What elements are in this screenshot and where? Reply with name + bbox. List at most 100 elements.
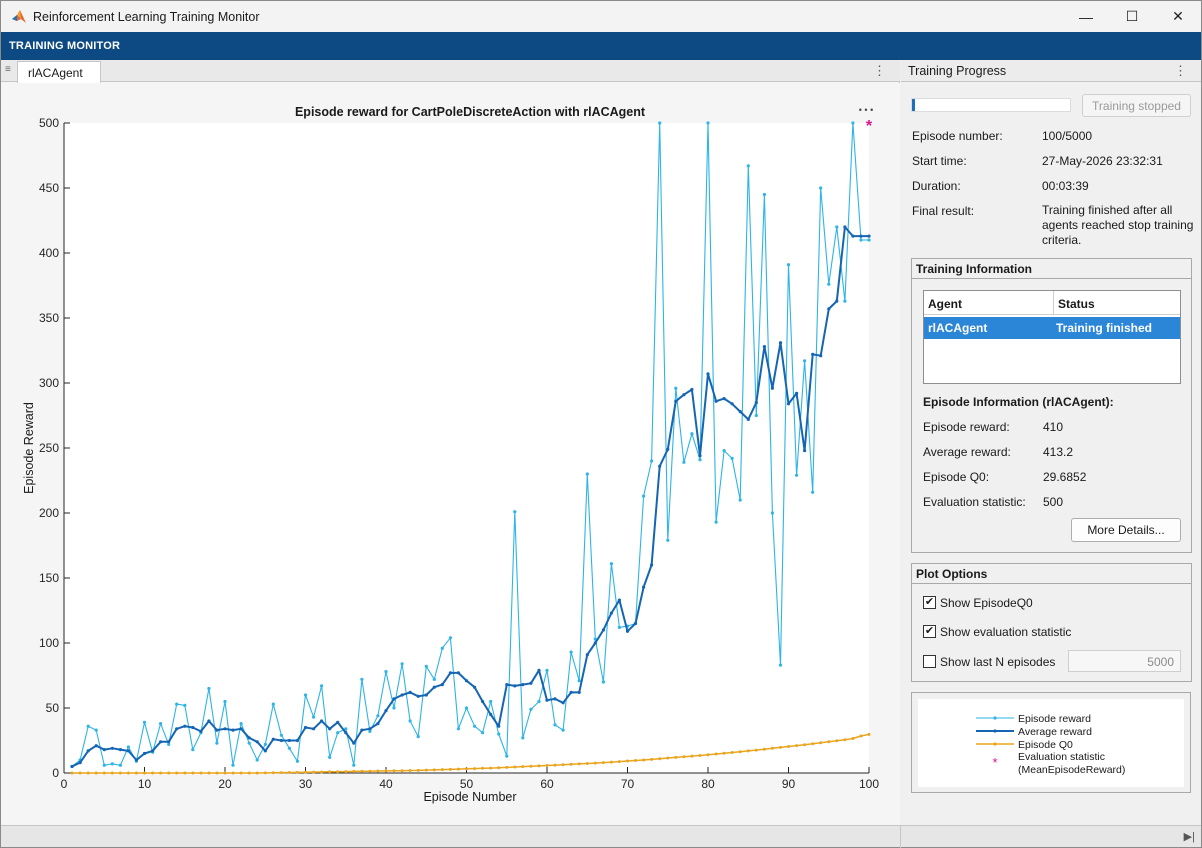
data-point-average-reward: [167, 740, 171, 744]
x-tick-label: 50: [460, 777, 474, 791]
data-point-episode-q0: [223, 771, 227, 775]
training-stopped-label: Training stopped: [1092, 98, 1181, 113]
show-eval-checkbox[interactable]: ✔: [923, 625, 936, 638]
data-point-average-reward: [102, 748, 106, 752]
data-point-episode-q0: [183, 771, 187, 775]
tab-rlacagent[interactable]: rlACAgent: [17, 61, 101, 83]
close-icon: ✕: [1172, 8, 1184, 24]
data-point-average-reward: [561, 701, 565, 705]
training-stopped-button[interactable]: Training stopped: [1082, 94, 1191, 117]
panel-menu-icon[interactable]: ⋮: [1174, 63, 1187, 78]
data-point-episode-reward: [682, 460, 686, 464]
data-point-episode-q0: [352, 769, 356, 773]
maximize-button[interactable]: ☐: [1109, 1, 1155, 32]
data-point-episode-q0: [215, 771, 219, 775]
window-controls: — ☐ ✕: [1063, 1, 1201, 32]
data-point-episode-reward: [175, 702, 179, 706]
data-point-episode-reward: [795, 473, 799, 477]
close-button[interactable]: ✕: [1155, 1, 1201, 32]
minimize-button[interactable]: —: [1063, 1, 1109, 32]
data-point-average-reward: [714, 399, 718, 403]
average-reward-label: Average reward:: [923, 445, 1011, 459]
data-point-episode-reward: [255, 758, 259, 762]
data-point-episode-reward: [714, 520, 718, 524]
x-tick-label: 60: [540, 777, 554, 791]
data-point-episode-q0: [271, 771, 275, 775]
data-point-average-reward: [666, 447, 670, 451]
data-point-average-reward: [545, 698, 549, 702]
status-column-header[interactable]: Status: [1054, 291, 1180, 315]
data-point-episode-q0: [867, 732, 871, 736]
data-point-episode-reward: [432, 677, 436, 682]
table-row[interactable]: rlACAgent Training finished: [924, 317, 1180, 339]
data-point-average-reward: [424, 693, 428, 697]
y-tick-label: 150: [39, 571, 59, 585]
data-point-episode-q0: [819, 741, 823, 745]
data-point-episode-reward: [448, 636, 452, 640]
series-line-average-reward: [71, 226, 869, 768]
data-point-episode-reward: [303, 693, 308, 697]
show-last-n-checkbox[interactable]: [923, 655, 936, 668]
data-point-episode-reward: [424, 664, 428, 669]
data-point-episode-q0: [456, 767, 460, 771]
ribbon-tab-training-monitor[interactable]: TRAINING MONITOR: [1, 32, 1201, 60]
x-tick-label: 90: [782, 777, 796, 791]
episode-q0-label: Episode Q0:: [923, 470, 990, 484]
data-point-episode-q0: [368, 769, 372, 773]
data-point-episode-q0: [416, 768, 420, 772]
training-information-title: Training Information: [912, 259, 1191, 279]
data-point-episode-reward: [320, 684, 324, 688]
tab-grip-icon[interactable]: ≡: [5, 64, 11, 75]
row-agent: rlACAgent: [928, 321, 988, 335]
eval-stat-label: Evaluation statistic:: [923, 495, 1026, 509]
data-point-average-reward: [746, 417, 750, 421]
data-point-episode-q0: [424, 768, 428, 772]
data-point-episode-q0: [304, 770, 307, 774]
chart-toolbar-icon[interactable]: • • •: [859, 105, 873, 115]
show-q0-checkbox[interactable]: ✔: [923, 596, 936, 609]
data-point-average-reward: [159, 740, 163, 744]
series-layer: *: [70, 118, 873, 775]
y-tick-label: 450: [39, 181, 59, 195]
data-point-episode-reward: [513, 510, 517, 514]
data-point-episode-reward: [239, 722, 243, 726]
data-point-average-reward: [448, 671, 452, 675]
data-point-average-reward: [464, 679, 469, 683]
data-point-average-reward: [191, 725, 195, 730]
legend-marker-episode-reward: [993, 716, 997, 720]
expand-panel-icon[interactable]: ▶|: [1183, 831, 1195, 843]
data-point-average-reward: [521, 683, 525, 687]
data-point-average-reward: [786, 402, 791, 406]
data-point-episode-q0: [239, 771, 243, 775]
data-point-average-reward: [408, 690, 412, 695]
data-point-episode-reward: [352, 763, 356, 767]
agent-status-table[interactable]: Agent Status rlACAgent Training finished: [923, 290, 1181, 384]
data-point-episode-q0: [545, 764, 549, 767]
show-q0-label[interactable]: Show EpisodeQ0: [940, 596, 1033, 610]
data-point-average-reward: [698, 454, 702, 458]
data-point-average-reward: [851, 234, 855, 238]
show-last-n-label[interactable]: Show last N episodes: [940, 655, 1056, 669]
data-point-episode-reward: [473, 724, 477, 728]
data-point-episode-q0: [754, 748, 758, 752]
data-point-average-reward: [690, 387, 694, 392]
data-point-episode-q0: [481, 766, 485, 770]
data-point-episode-q0: [497, 766, 501, 770]
data-point-episode-reward: [464, 706, 469, 710]
agent-column-header[interactable]: Agent: [924, 291, 1054, 315]
last-n-input[interactable]: 5000: [1068, 650, 1181, 672]
data-point-episode-q0: [843, 738, 847, 742]
title-bar[interactable]: Reinforcement Learning Training Monitor …: [1, 1, 1201, 32]
data-point-episode-q0: [553, 763, 557, 767]
data-point-average-reward: [215, 728, 219, 732]
data-point-episode-reward: [601, 680, 606, 684]
tab-menu-icon[interactable]: ⋮: [873, 63, 886, 78]
data-point-average-reward: [770, 386, 775, 390]
legend-label-eval-stat-line1: Evaluation statistic: [1018, 751, 1105, 763]
show-eval-label[interactable]: Show evaluation statistic: [940, 625, 1072, 639]
legend-label-episode-reward: Episode reward: [1018, 713, 1091, 725]
data-point-average-reward: [126, 749, 130, 753]
reward-chart[interactable]: Episode reward for CartPoleDiscreteActio…: [1, 83, 900, 825]
more-details-button[interactable]: More Details...: [1071, 518, 1181, 542]
data-point-episode-reward: [416, 735, 420, 739]
